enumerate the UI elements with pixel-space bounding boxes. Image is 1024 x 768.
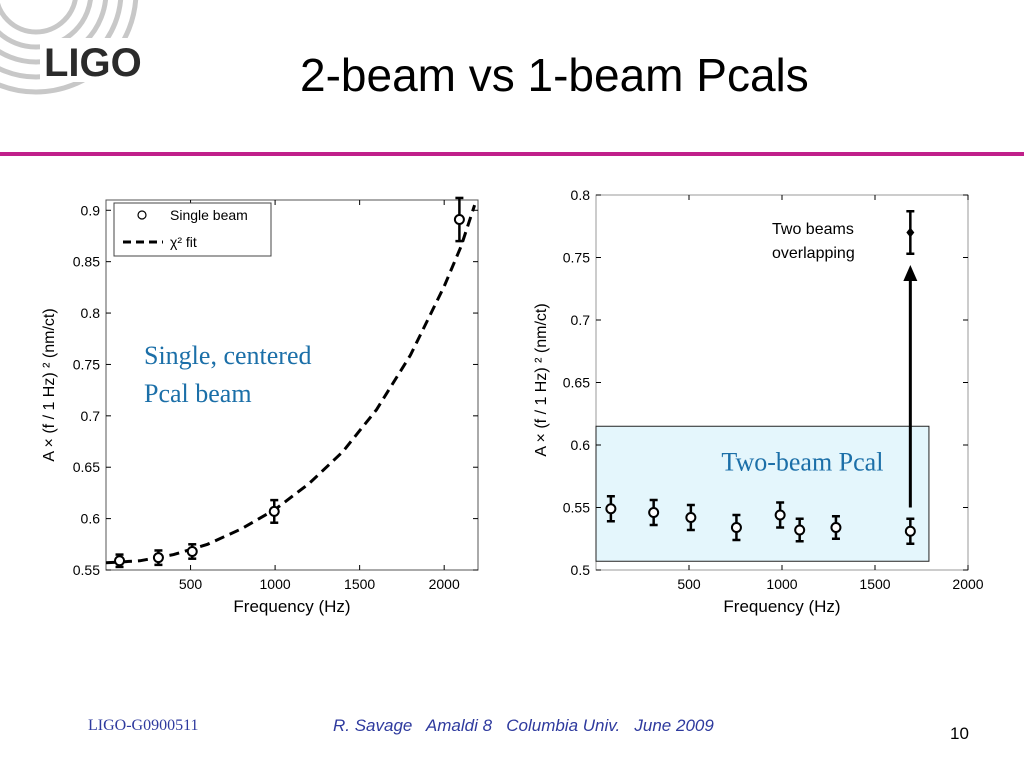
x-tick-label: 2000: [429, 576, 460, 592]
ligo-logo: LIGO: [0, 0, 170, 110]
annotation-line-2: overlapping: [772, 245, 855, 262]
x-tick-label: 500: [677, 576, 701, 592]
two-beam-label: Two-beam Pcal: [721, 447, 883, 476]
data-point: [114, 555, 126, 567]
x-tick-label: 500: [179, 576, 203, 592]
y-axis-label: A × (f / 1 Hz) ² (nm/ct): [533, 303, 550, 456]
legend-label-single-beam: Single beam: [170, 207, 248, 223]
x-axis-label: Frequency (Hz): [233, 597, 350, 616]
legend-marker-single-beam: [137, 210, 147, 220]
y-tick-label: 0.75: [563, 250, 590, 266]
data-point: [453, 214, 465, 226]
slide-number: 10: [950, 724, 969, 743]
legend-label-fit: χ² fit: [170, 234, 197, 250]
legend: Single beam χ² fit: [113, 202, 272, 257]
slide-title: 2-beam vs 1-beam Pcals: [300, 49, 809, 101]
single-beam-chart-svg: 500 1000 1500 2000 0.55 0.6 0.65 0.7 0.75 0.8 0.85…: [41, 196, 479, 616]
x-tick-label: 1000: [260, 576, 291, 592]
y-tick-label: 0.65: [73, 459, 100, 475]
two-beam-chart-svg: Two-beam Pcal 500 1000 1500 2000 0.5 0.55 0.6 0…: [533, 187, 984, 616]
y-tick-label: 0.6: [81, 511, 101, 527]
two-beam-highlight-box: [595, 425, 930, 562]
title-divider: [0, 152, 1024, 156]
y-tick-label: 0.9: [81, 202, 101, 218]
annotation-line-2: Pcal beam: [144, 379, 252, 408]
y-tick-label: 0.5: [571, 562, 591, 578]
y-tick-label: 0.7: [571, 312, 591, 328]
x-axis-label: Frequency (Hz): [723, 597, 840, 616]
data-point-diamond: [906, 227, 915, 238]
x-tick-label: 1500: [344, 576, 375, 592]
ligo-rings-graphic: LIGO: [0, 0, 158, 95]
data-point: [830, 522, 842, 533]
y-tick-label: 0.55: [73, 562, 100, 578]
data-point: [605, 503, 617, 515]
chi2-fit-curve: [105, 204, 477, 565]
y-tick-label: 0.6: [571, 437, 591, 453]
data-point: [774, 509, 786, 521]
y-tick-label: 0.85: [73, 254, 100, 270]
data-point: [730, 522, 742, 533]
data-point: [685, 512, 697, 523]
y-tick-label: 0.55: [563, 500, 590, 516]
annotation-line-1: Two beams: [772, 221, 854, 238]
y-tick-label: 0.8: [571, 187, 591, 203]
data-point: [152, 552, 164, 564]
x-tick-label: 1500: [859, 576, 890, 592]
annotation-line-1: Single, centered: [144, 341, 312, 370]
footer-credit: R. Savage Amaldi 8 Columbia Univ. June 2…: [333, 716, 714, 735]
x-tick-label: 2000: [952, 576, 983, 592]
plot-frame: [105, 199, 479, 571]
two-beam-chart: Two-beam Pcal 500 1000 1500 2000 0.5 0.55 0.6 0…: [520, 180, 1000, 635]
data-point: [648, 507, 660, 518]
y-tick-label: 0.7: [81, 408, 101, 424]
data-point: [794, 524, 806, 536]
data-point: [904, 525, 916, 537]
single-beam-chart: 500 1000 1500 2000 0.55 0.6 0.65 0.7 0.75 0.8 0.85…: [30, 180, 500, 635]
x-tick-label: 1000: [766, 576, 797, 592]
footer-document-id: LIGO-G0900511: [88, 717, 199, 734]
y-tick-label: 0.75: [73, 356, 100, 372]
y-tick-label: 0.65: [563, 375, 590, 391]
data-point: [186, 546, 198, 557]
data-point: [268, 505, 280, 517]
arrow-head: [903, 265, 918, 281]
ligo-logo-text: LIGO: [44, 41, 142, 85]
y-tick-label: 0.8: [81, 305, 101, 321]
y-axis-label: A × (f / 1 Hz) ² (nm/ct): [41, 308, 58, 461]
